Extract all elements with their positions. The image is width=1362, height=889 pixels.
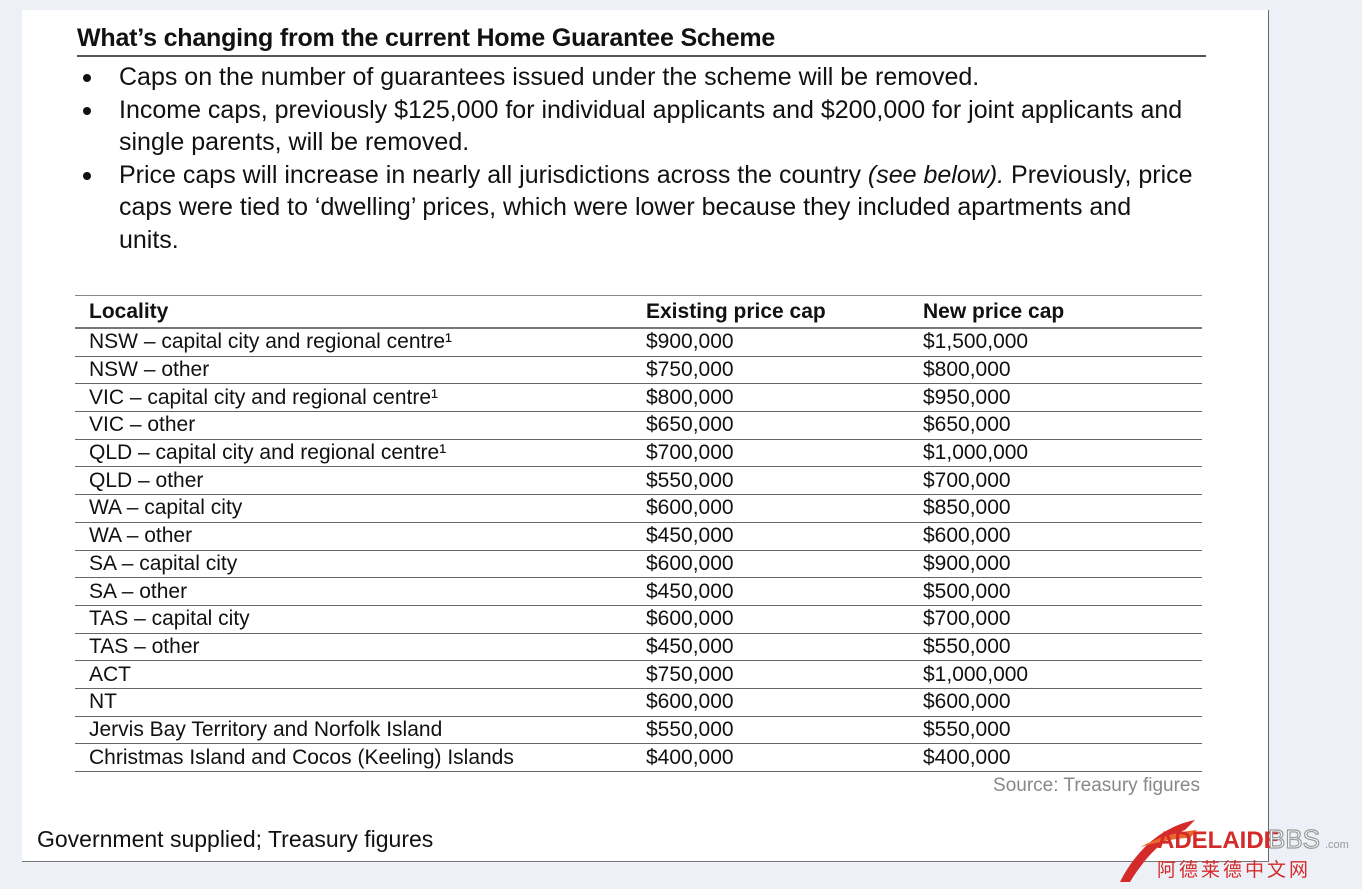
existing-cap-cell: $450,000 <box>646 524 734 548</box>
existing-cap-cell: $600,000 <box>646 607 734 631</box>
change-list: Caps on the number of guarantees issued … <box>77 61 1197 256</box>
table-row: QLD – other $550,000 $700,000 <box>75 467 1202 496</box>
new-cap-cell: $1,500,000 <box>923 330 1029 354</box>
table-row: NT $600,000 $600,000 <box>75 689 1202 717</box>
existing-cap-cell: $550,000 <box>646 717 734 741</box>
table-row: VIC – capital city and regional centre¹ $… <box>75 384 1202 413</box>
locality-cell: WA – capital city <box>89 496 243 520</box>
new-cap-cell: $400,000 <box>923 745 1011 769</box>
new-cap-cell: $700,000 <box>923 607 1011 631</box>
locality-cell: SA – capital city <box>89 551 238 575</box>
existing-cap-cell: $600,000 <box>646 690 734 714</box>
existing-cap-cell: $800,000 <box>646 385 734 409</box>
locality-cell: NT <box>89 690 117 714</box>
source-note: Source: Treasury figures <box>993 775 1200 796</box>
locality-cell: VIC – other <box>89 413 196 437</box>
new-cap-cell: $550,000 <box>923 634 1011 658</box>
table-row: NSW – other $750,000 $800,000 <box>75 357 1202 385</box>
existing-cap-cell: $750,000 <box>646 358 734 382</box>
table-header: Locality Existing price cap New price ca… <box>75 296 1202 329</box>
locality-cell: SA – other <box>89 579 188 603</box>
new-cap-cell: $700,000 <box>923 468 1011 492</box>
new-cap-cell: $950,000 <box>923 385 1011 409</box>
locality-cell: TAS – capital city <box>89 607 250 631</box>
existing-cap-cell: $600,000 <box>646 496 734 520</box>
bullet-text: Previously, price caps were tied to ‘dwe… <box>119 160 1193 254</box>
table-row: Jervis Bay Territory and Norfolk Island $… <box>75 717 1202 745</box>
table-row: ACT $750,000 $1,000,000 <box>75 661 1202 689</box>
bullet-italic: (see below). <box>860 160 1005 189</box>
new-cap-cell: $600,000 <box>923 524 1011 548</box>
article-image: What’s changing from the current Home Gu… <box>22 10 1269 862</box>
new-cap-cell: $850,000 <box>923 496 1011 520</box>
header-existing: Existing price cap <box>646 299 826 323</box>
new-cap-cell: $1,000,000 <box>923 441 1029 465</box>
price-cap-table: Locality Existing price cap New price ca… <box>75 295 1202 772</box>
table-row: NSW – capital city and regional centre¹ $… <box>75 329 1202 357</box>
bullet-item: Caps on the number of guarantees issued … <box>77 61 1197 94</box>
existing-cap-cell: $900,000 <box>646 330 734 354</box>
table-row: QLD – capital city and regional centre¹ $… <box>75 440 1202 468</box>
section-heading: What’s changing from the current Home Gu… <box>77 24 1206 57</box>
table-row: Christmas Island and Cocos (Keeling) Isl… <box>75 744 1202 772</box>
adelaidebbs-watermark-logo: ADELAIDE BBS .com 阿德莱德中文网 <box>1120 820 1349 882</box>
table-row: SA – other $450,000 $500,000 <box>75 578 1202 606</box>
existing-cap-cell: $550,000 <box>646 468 734 492</box>
table-row: VIC – other $650,000 $650,000 <box>75 412 1202 440</box>
bullet-text: Price caps will increase in nearly all j… <box>119 160 861 189</box>
locality-cell: Christmas Island and Cocos (Keeling) Isl… <box>89 745 514 769</box>
locality-cell: WA – other <box>89 524 193 548</box>
new-cap-cell: $900,000 <box>923 551 1011 575</box>
table-row: SA – capital city $600,000 $900,000 <box>75 551 1202 579</box>
existing-cap-cell: $600,000 <box>646 551 734 575</box>
locality-cell: NSW – other <box>89 358 210 382</box>
new-cap-cell: $500,000 <box>923 579 1011 603</box>
existing-cap-cell: $750,000 <box>646 662 734 686</box>
bullet-item: Price caps will increase in nearly all j… <box>77 159 1197 257</box>
locality-cell: QLD – other <box>89 468 204 492</box>
table-row: WA – capital city $600,000 $850,000 <box>75 495 1202 523</box>
new-cap-cell: $550,000 <box>923 717 1011 741</box>
new-cap-cell: $800,000 <box>923 358 1011 382</box>
new-cap-cell: $1,000,000 <box>923 662 1029 686</box>
locality-cell: VIC – capital city and regional centre¹ <box>89 385 439 409</box>
table-row: TAS – other $450,000 $550,000 <box>75 634 1202 662</box>
table-row: TAS – capital city $600,000 $700,000 <box>75 606 1202 634</box>
existing-cap-cell: $400,000 <box>646 745 734 769</box>
existing-cap-cell: $450,000 <box>646 634 734 658</box>
table-row: WA – other $450,000 $600,000 <box>75 523 1202 551</box>
new-cap-cell: $650,000 <box>923 413 1011 437</box>
header-new: New price cap <box>923 299 1065 323</box>
svg-text:阿德莱德中文网: 阿德莱德中文网 <box>1157 859 1311 881</box>
locality-cell: ACT <box>89 662 131 686</box>
locality-cell: Jervis Bay Territory and Norfolk Island <box>89 717 443 741</box>
bullet-item: Income caps, previously $125,000 for ind… <box>77 94 1197 159</box>
existing-cap-cell: $450,000 <box>646 579 734 603</box>
locality-cell: TAS – other <box>89 634 200 658</box>
svg-text:.com: .com <box>1325 839 1349 851</box>
svg-text:BBS: BBS <box>1268 824 1320 854</box>
svg-text:ADELAIDE: ADELAIDE <box>1157 827 1280 854</box>
locality-cell: NSW – capital city and regional centre¹ <box>89 330 452 354</box>
image-caption: Government supplied; Treasury figures <box>37 826 434 852</box>
existing-cap-cell: $700,000 <box>646 441 734 465</box>
new-cap-cell: $600,000 <box>923 690 1011 714</box>
header-locality: Locality <box>89 299 169 323</box>
locality-cell: QLD – capital city and regional centre¹ <box>89 441 447 465</box>
existing-cap-cell: $650,000 <box>646 413 734 437</box>
